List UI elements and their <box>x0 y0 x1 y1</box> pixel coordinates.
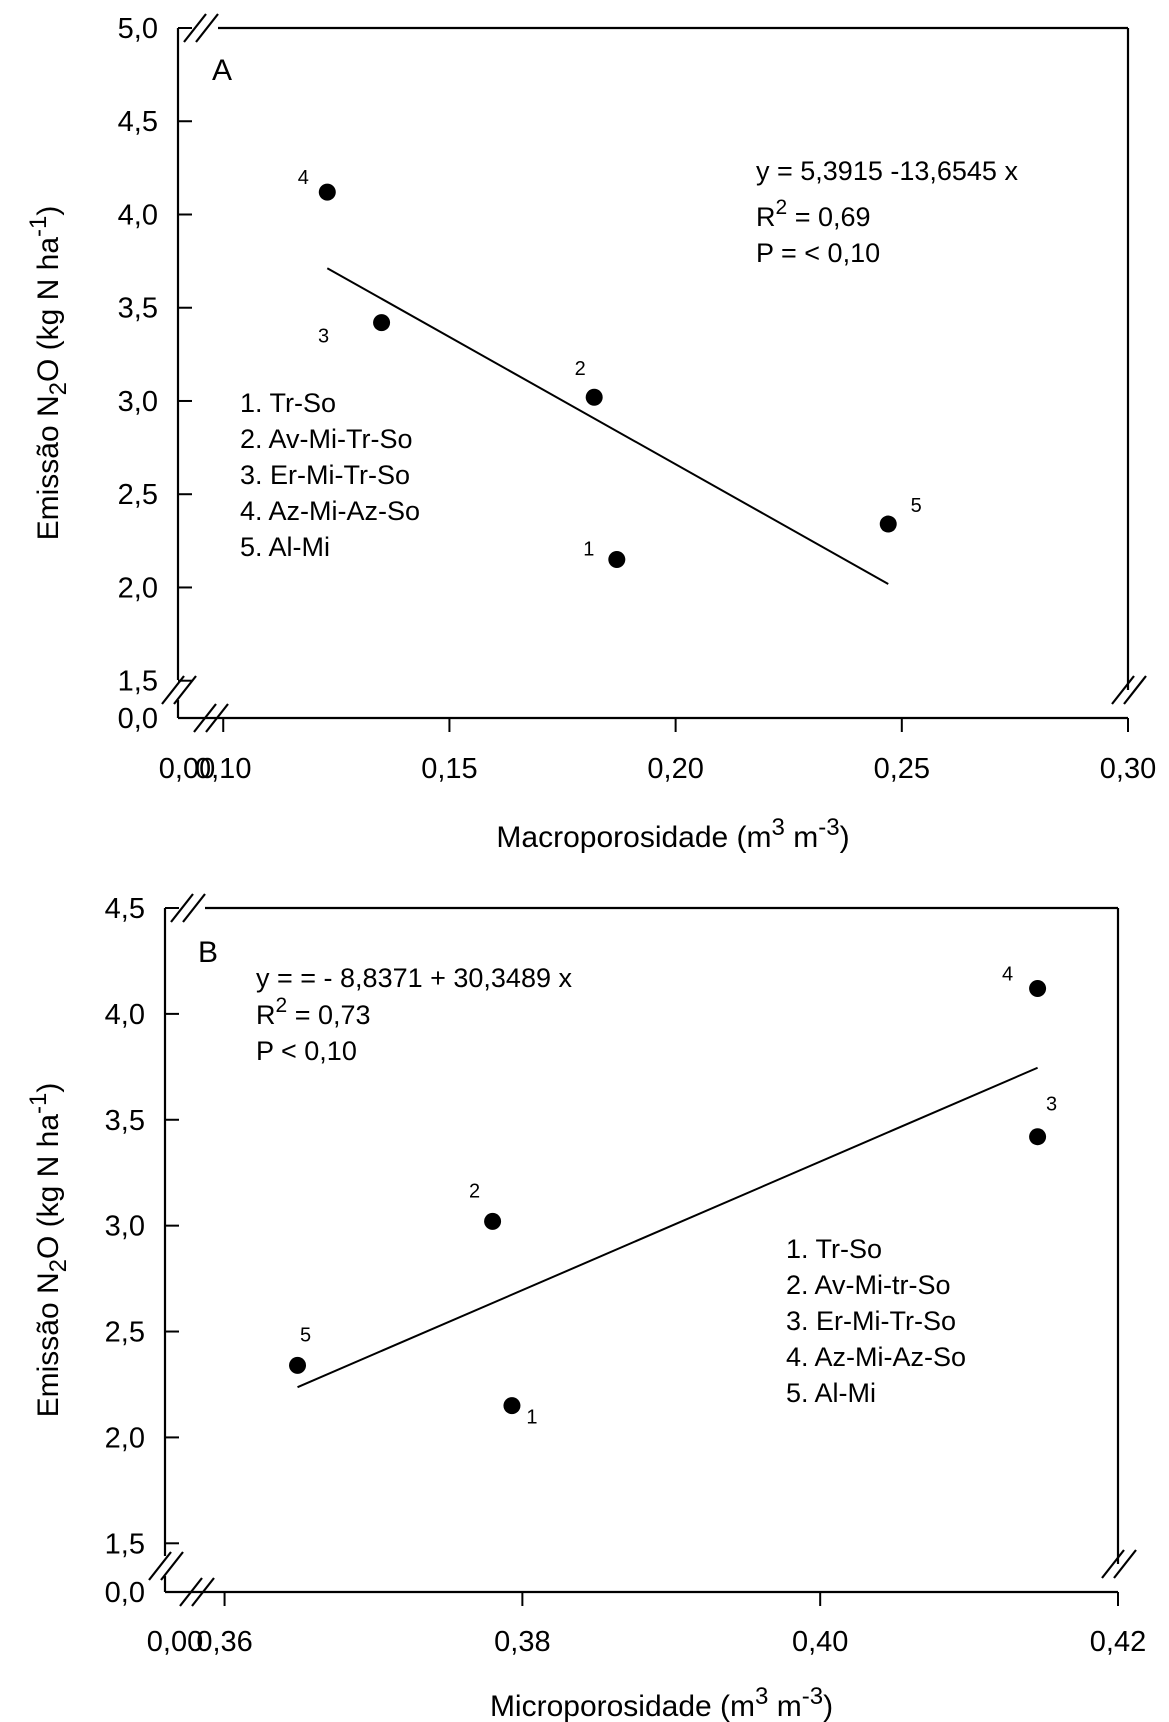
treatment-legend: 1. Tr-So 2. Av-Mi-tr-So 3. Er-Mi-Tr-So 4. A… <box>786 1234 966 1408</box>
legend-entry: 2. Av-Mi-Tr-So <box>240 424 413 454</box>
data-point-5 <box>289 1356 307 1374</box>
svg-text:y = = - 8,8371 + 30,3489 x: y = = - 8,8371 + 30,3489 x <box>256 963 572 993</box>
x-tick-label: 0,38 <box>494 1626 550 1658</box>
y-tick-label: 3,5 <box>105 1105 145 1137</box>
legend-entry: 1. Tr-So <box>240 388 336 418</box>
data-point-label: 1 <box>583 538 594 560</box>
x-axis-label: Microporosidade (m3 m-3) <box>490 1683 833 1722</box>
x-tick-label: 0,20 <box>647 753 703 785</box>
data-point-label: 3 <box>318 326 329 348</box>
data-point-2 <box>585 388 603 406</box>
data-point-3 <box>1029 1128 1047 1146</box>
x-tick-label-zero: 0,00 <box>147 1626 203 1658</box>
data-point-label: 2 <box>575 358 586 380</box>
x-tick-label: 0,10 <box>195 753 251 785</box>
regression-line <box>326 267 889 585</box>
x-tick-label: 0,36 <box>196 1626 252 1658</box>
x-tick-label: 0,15 <box>421 753 477 785</box>
y-tick-label: 2,0 <box>105 1422 145 1454</box>
regression-equation: y = 5,3915 -13,6545 x R2 = 0,69 P = < 0,10 <box>756 156 1018 268</box>
x-tick-label: 0,42 <box>1090 1626 1146 1658</box>
regression-line <box>297 1066 1038 1389</box>
y-tick-label-zero: 0,0 <box>105 1577 145 1609</box>
data-point-label: 4 <box>1002 963 1013 985</box>
legend-entry: 4. Az-Mi-Az-So <box>786 1342 966 1372</box>
legend-entry: 3. Er-Mi-Tr-So <box>240 460 410 490</box>
y-tick-label: 1,5 <box>118 666 158 698</box>
x-tick-label: 0,40 <box>792 1626 848 1658</box>
legend-entry: 5. Al-Mi <box>240 532 330 562</box>
data-point-3 <box>373 314 391 332</box>
x-tick-label-zero: 0,00 <box>159 753 215 785</box>
svg-text:R2 = 0,73: R2 = 0,73 <box>256 994 371 1030</box>
svg-text:P < 0,10: P < 0,10 <box>256 1036 357 1066</box>
axis-break-marks <box>148 893 1137 1607</box>
legend-entry: 1. Tr-So <box>786 1234 882 1264</box>
y-tick-label: 4,0 <box>105 999 145 1031</box>
data-point-label: 5 <box>300 1324 311 1346</box>
svg-text:y = 5,3915 -13,6545 x: y = 5,3915 -13,6545 x <box>756 156 1018 186</box>
x-axis-label: Macroporosidade (m3 m-3) <box>496 814 849 854</box>
plot-frame <box>163 906 1120 1594</box>
treatment-legend: 1. Tr-So 2. Av-Mi-Tr-So 3. Er-Mi-Tr-So 4. A… <box>240 388 420 562</box>
chart-panel-A: 1,5 2,0 2,5 3,0 3,5 4,0 4,5 5,0 0,0 0,10 0,15 0,20 0… <box>25 13 1156 854</box>
y-tick-label: 3,0 <box>118 386 158 418</box>
data-point-label: 1 <box>526 1407 537 1429</box>
y-tick-label: 2,5 <box>105 1317 145 1349</box>
data-point-5 <box>879 515 897 533</box>
y-tick-label: 3,0 <box>105 1211 145 1243</box>
x-tick-label: 0,25 <box>874 753 930 785</box>
y-tick-label: 1,5 <box>105 1528 145 1560</box>
data-point-1 <box>608 550 626 568</box>
data-point-1 <box>503 1397 521 1415</box>
y-tick-label: 2,0 <box>118 572 158 604</box>
axis-break-marks <box>161 13 1147 733</box>
legend-entry: 5. Al-Mi <box>786 1378 876 1408</box>
panel-label: A <box>212 54 232 87</box>
legend-entry: 3. Er-Mi-Tr-So <box>786 1306 956 1336</box>
y-axis-label: Emissão N2O (kg N ha-1) <box>25 1083 72 1418</box>
regression-equation: y = = - 8,8371 + 30,3489 xR2 = 0,73 P < 0… <box>256 963 572 1066</box>
data-point-label: 3 <box>1046 1094 1057 1116</box>
plot-frame <box>176 26 1130 720</box>
y-tick-label: 2,5 <box>118 479 158 511</box>
panel-label: B <box>198 936 218 969</box>
y-tick-label: 4,5 <box>118 106 158 138</box>
chart-panel-B: 1,5 2,0 2,5 3,0 3,5 4,0 4,5 0,0 0,36 0,38 0,40 0,42… <box>25 893 1146 1722</box>
svg-text:P = < 0,10: P = < 0,10 <box>756 238 880 268</box>
legend-entry: 2. Av-Mi-tr-So <box>786 1270 951 1300</box>
y-tick-label: 5,0 <box>118 13 158 45</box>
data-point-label: 2 <box>469 1180 480 1202</box>
legend-entry: 4. Az-Mi-Az-So <box>240 496 420 526</box>
y-tick-label-zero: 0,0 <box>118 703 158 735</box>
y-tick-label: 4,0 <box>118 199 158 231</box>
y-tick-label: 3,5 <box>118 293 158 325</box>
data-point-2 <box>484 1212 502 1230</box>
y-tick-label: 4,5 <box>105 893 145 925</box>
y-axis-label: Emissão N2O (kg N ha-1) <box>25 206 72 541</box>
data-point-4 <box>1029 979 1047 997</box>
data-point-4 <box>318 183 336 201</box>
data-point-label: 4 <box>298 167 309 189</box>
data-point-label: 5 <box>911 495 922 517</box>
svg-text:R2 = 0,69: R2 = 0,69 <box>756 196 871 232</box>
x-tick-label: 0,30 <box>1100 753 1156 785</box>
